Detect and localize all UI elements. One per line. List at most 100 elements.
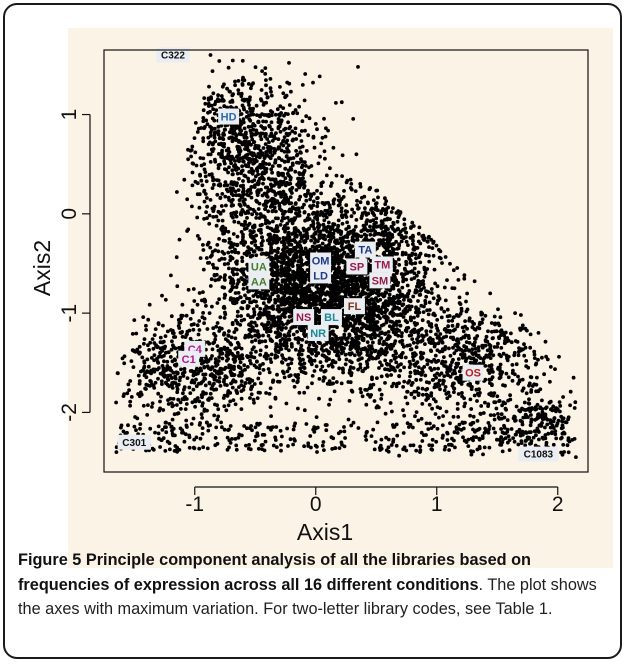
data-point <box>434 243 439 248</box>
data-point <box>188 317 193 321</box>
data-point <box>245 365 250 369</box>
data-point <box>281 247 286 251</box>
data-point <box>331 262 336 267</box>
data-point <box>389 359 393 363</box>
data-point <box>260 312 265 317</box>
data-point <box>358 200 363 205</box>
data-point <box>445 278 449 282</box>
data-point <box>194 367 199 371</box>
data-point <box>266 209 271 214</box>
data-point <box>234 389 239 394</box>
data-point <box>223 239 227 243</box>
data-point <box>199 412 204 417</box>
data-point <box>232 360 237 364</box>
data-point <box>228 289 233 293</box>
data-point <box>215 243 220 247</box>
data-point <box>194 384 199 389</box>
data-point <box>251 294 256 298</box>
data-point <box>262 156 267 161</box>
data-point <box>182 177 187 182</box>
data-point <box>161 345 165 350</box>
data-point <box>336 341 340 346</box>
data-point <box>317 225 321 230</box>
data-point <box>201 243 205 247</box>
data-point <box>416 418 421 423</box>
data-point <box>270 283 275 288</box>
data-point <box>455 266 460 270</box>
data-point <box>183 407 188 411</box>
data-point <box>233 356 238 360</box>
data-point <box>375 376 379 380</box>
data-point <box>278 338 283 343</box>
data-point <box>226 229 231 234</box>
data-point <box>297 104 301 109</box>
data-point <box>278 334 282 338</box>
data-point <box>292 384 297 389</box>
data-point <box>122 361 127 366</box>
data-point <box>315 204 320 209</box>
data-point <box>227 237 232 241</box>
data-point <box>412 395 417 400</box>
data-point <box>264 91 269 96</box>
data-point <box>419 355 423 360</box>
data-point <box>397 313 401 317</box>
data-point <box>155 360 160 364</box>
data-point <box>395 252 399 256</box>
data-point <box>340 174 344 179</box>
data-point <box>341 260 345 265</box>
data-point <box>180 313 185 318</box>
data-point <box>302 390 307 395</box>
data-point <box>251 397 256 402</box>
data-point <box>275 199 280 204</box>
data-point <box>284 401 289 406</box>
data-point <box>343 209 348 214</box>
data-point <box>288 277 293 281</box>
data-point <box>131 365 136 369</box>
data-point <box>349 323 354 328</box>
data-point <box>509 331 513 336</box>
data-point <box>207 213 212 218</box>
data-point <box>222 404 227 409</box>
data-point <box>271 219 275 224</box>
data-point <box>322 149 327 154</box>
data-point <box>239 212 244 217</box>
data-point <box>246 289 251 294</box>
data-point <box>241 235 245 240</box>
data-point <box>175 411 180 416</box>
data-point <box>263 296 267 300</box>
data-point <box>350 207 354 212</box>
data-point <box>175 403 179 407</box>
data-point <box>203 383 208 388</box>
data-point <box>408 270 413 274</box>
data-point <box>202 199 207 204</box>
data-point <box>310 244 315 249</box>
data-point <box>128 379 133 383</box>
data-point <box>327 402 331 407</box>
data-point <box>152 333 157 337</box>
data-point <box>272 233 277 238</box>
data-point <box>201 360 206 365</box>
data-point <box>542 372 546 377</box>
data-point <box>365 349 370 354</box>
data-point <box>302 240 307 245</box>
data-point <box>180 302 185 307</box>
data-point <box>130 348 135 353</box>
data-point <box>438 332 443 336</box>
data-point <box>239 383 244 387</box>
data-point <box>251 249 256 254</box>
data-point <box>266 320 271 325</box>
data-point <box>321 349 326 353</box>
data-point <box>272 264 277 269</box>
data-point <box>416 270 421 275</box>
data-point <box>271 273 276 278</box>
data-point <box>214 223 219 228</box>
data-point <box>296 291 301 295</box>
data-point <box>287 182 291 187</box>
data-point <box>222 276 227 280</box>
data-point <box>223 180 228 185</box>
data-point <box>166 350 171 355</box>
data-point <box>264 391 268 395</box>
data-point <box>244 275 249 279</box>
data-point <box>252 178 257 183</box>
data-point <box>348 177 353 182</box>
